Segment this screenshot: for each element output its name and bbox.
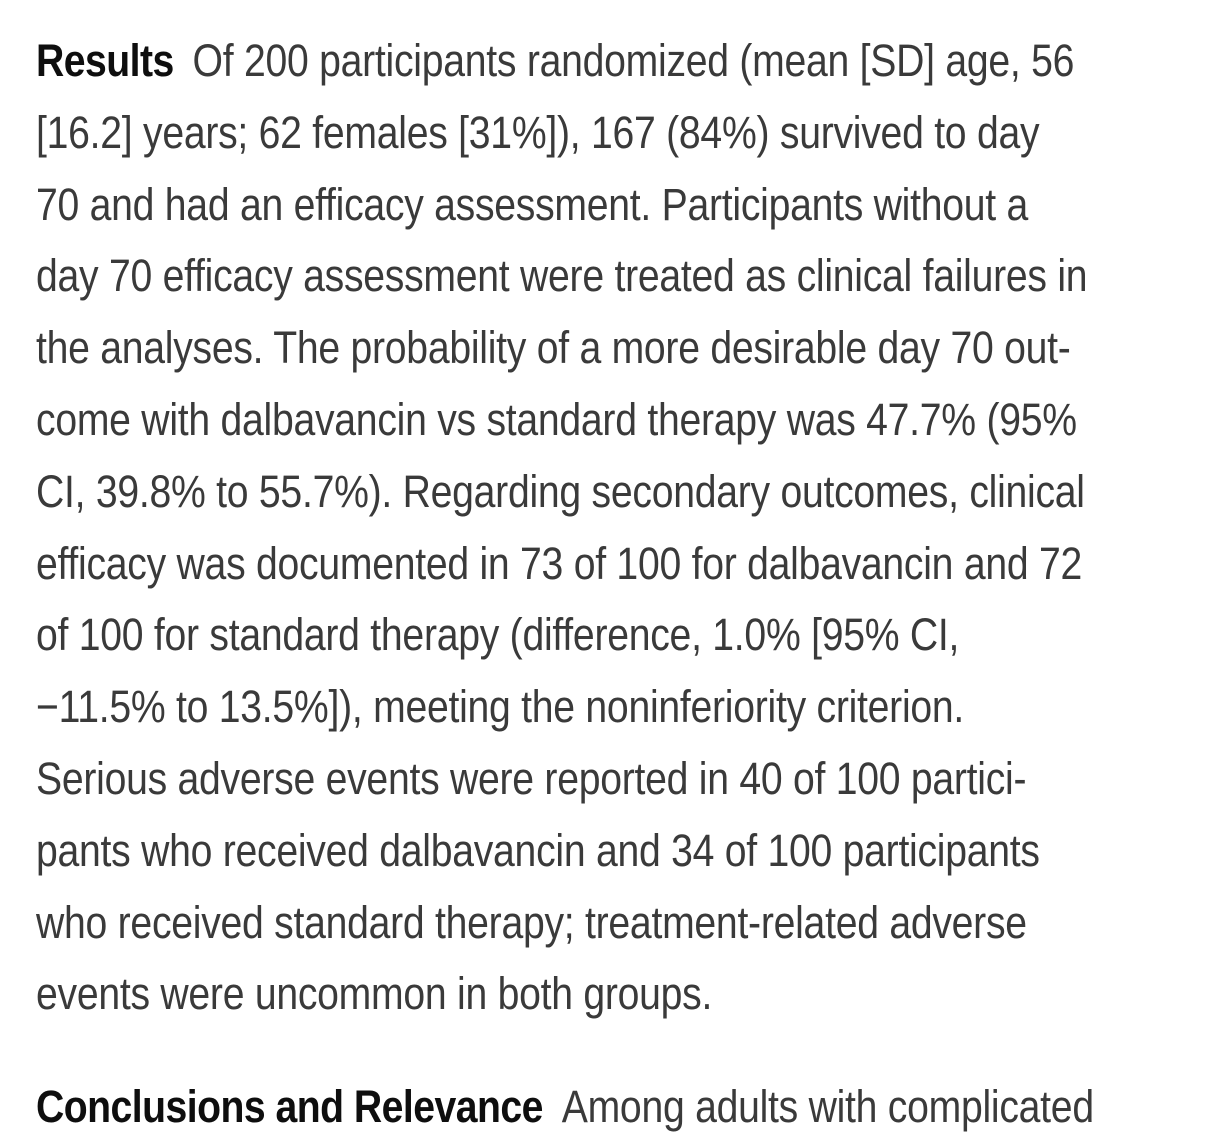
results-section: Results Of 200 participants randomized (m… [36,25,1220,1030]
results-line-text: Of 200 participants randomized (mean [SD… [192,35,1075,86]
text-line: events were uncommon in both groups. [36,968,713,1020]
text-line: come with dalbavancin vs standard therap… [36,393,1077,445]
text-line: day 70 efficacy assessment were treated … [36,250,1088,302]
text-line: Results Of 200 participants randomized (m… [36,25,1074,97]
text-line: 70 and had an efficacy assessment. Parti… [36,178,1029,230]
conclusions-section-clipped: Conclusions and Relevance Among adults wi… [36,1071,1220,1143]
conclusions-section-label: Conclusions and Relevance [36,1081,543,1133]
text-line: CI, 39.8% to 55.7%). Regarding secondary… [36,465,1085,517]
text-line: the analyses. The probability of a more … [36,322,1071,374]
text-line: of 100 for standard therapy (difference,… [36,609,960,661]
text-line: pants who received dalbavancin and 34 of… [36,824,1040,876]
text-line: efficacy was documented in 73 of 100 for… [36,537,1082,589]
results-section-label: Results [36,35,174,86]
conclusions-line-text: Among adults with complicated [561,1081,1094,1133]
page: { "colors": { "background": "#ffffff", "… [36,35,1095,1133]
text-line: Conclusions and Relevance Among adults wi… [36,1071,1094,1143]
text-line: who received standard therapy; treatment… [36,896,1027,948]
text-line: −11.5% to 13.5%]), meeting the noninferi… [36,681,965,733]
text-line: [16.2] years; 62 females [31%]), 167 (84… [36,106,1040,158]
text-line: Serious adverse events were reported in … [36,752,1027,804]
